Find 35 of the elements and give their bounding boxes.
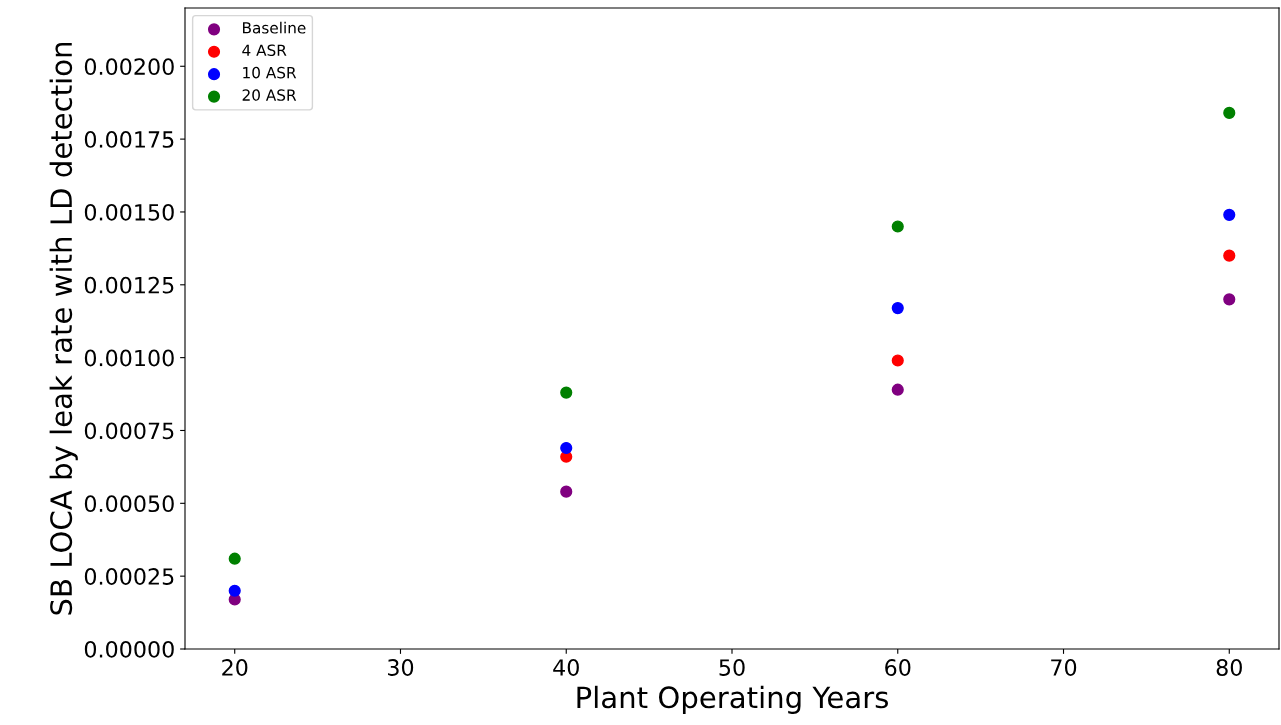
x-tick-label: 20: [222, 659, 248, 676]
y-tick-label: 0.00125: [84, 276, 174, 294]
y-tick-label: 0.00100: [84, 349, 174, 367]
x-tick-label: 50: [719, 659, 745, 676]
point: [560, 386, 573, 399]
point: [891, 220, 904, 233]
point: [1223, 106, 1236, 119]
x-axis-title: Plant Operating Years: [577, 685, 888, 715]
point: [891, 302, 904, 315]
point: [228, 584, 241, 597]
point: [560, 441, 573, 455]
legend-label: Baseline: [243, 21, 306, 34]
y-tick-label: 0.00150: [84, 203, 174, 221]
x-tick-label: 30: [388, 659, 414, 676]
y-tick-label: 0.00075: [84, 422, 174, 440]
x-tick-label: 40: [553, 659, 579, 676]
legend-label: 4 ASR: [242, 44, 287, 56]
y-tick-label: 0.00200: [84, 58, 174, 76]
point: [560, 485, 573, 498]
point: [891, 354, 904, 367]
legend-label: 10 ASR: [243, 66, 297, 79]
x-tick-label: 60: [885, 659, 911, 676]
x-tick-label: 70: [1051, 659, 1077, 676]
point: [228, 552, 241, 565]
y-tick-label: 0.00000: [84, 640, 174, 658]
y-tick-label: 0.00025: [84, 568, 174, 585]
point: [1223, 208, 1236, 221]
y-tick-label: 0.00050: [84, 495, 174, 513]
point: [1223, 249, 1236, 262]
point: [1223, 293, 1236, 306]
y-tick-label: 0.00175: [84, 131, 174, 148]
x-tick-label: 80: [1216, 659, 1242, 676]
y-axis-title: SB LOCA by leak rate with LD detection: [49, 42, 78, 615]
legend-label: 20 ASR: [242, 89, 297, 101]
point: [891, 383, 904, 396]
